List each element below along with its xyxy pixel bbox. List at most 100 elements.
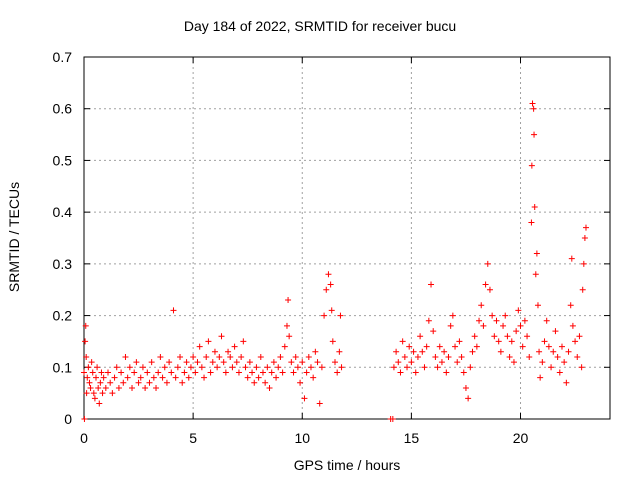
data-point [528,162,535,169]
data-point [181,369,188,376]
x-axis-label: GPS time / hours [293,457,401,473]
data-point [209,359,216,366]
data-point [207,369,214,376]
data-point [401,353,408,360]
data-point [96,400,103,407]
data-point [447,322,454,329]
data-point [568,255,575,262]
data-point [292,353,299,360]
data-point [574,353,581,360]
y-tick-label: 0.5 [53,152,73,168]
data-point [281,343,288,350]
data-point [471,333,478,340]
data-point [397,369,404,376]
data-point [421,364,428,371]
data-point [576,333,583,340]
data-point [456,338,463,345]
data-point [157,353,164,360]
data-point [262,379,269,386]
data-point [399,338,406,345]
data-point [323,286,330,293]
data-point [266,384,273,391]
data-point [502,312,509,319]
data-point [536,348,543,355]
data-point [192,369,199,376]
x-tick-label: 5 [189,430,197,446]
data-point [283,322,290,329]
data-point [107,379,114,386]
data-point [220,359,227,366]
data-point [438,359,445,366]
data-point [445,353,452,360]
y-tick-label: 0 [64,411,72,427]
data-point [97,379,104,386]
data-point [517,322,524,329]
data-point [246,359,253,366]
data-point [521,317,528,324]
data-point [410,348,417,355]
data-point [198,364,205,371]
data-point [578,364,585,371]
data-point [90,390,97,397]
data-point [537,374,544,381]
data-point [153,384,160,391]
data-point [476,317,483,324]
y-tick-label: 0.1 [53,359,73,375]
data-point [462,384,469,391]
data-point [83,390,90,397]
data-point [531,203,538,210]
data-point [129,384,136,391]
grid-lines [84,57,610,419]
data-point [478,302,485,309]
data-point [225,348,232,355]
data-point [268,369,275,376]
data-point [82,338,89,345]
data-point [531,131,538,138]
data-point [190,353,197,360]
data-point [255,374,262,381]
data-point [100,374,107,381]
data-point [159,374,166,381]
data-point [417,333,424,340]
x-tick-label: 0 [80,430,88,446]
data-point [486,286,493,293]
data-point [85,364,92,371]
data-point [432,353,439,360]
data-point [98,369,105,376]
data-point [305,353,312,360]
data-point [124,374,131,381]
data-point [465,395,472,402]
data-point [552,328,559,335]
data-point [513,328,520,335]
data-point [337,312,344,319]
data-point [563,379,570,386]
data-point [419,348,426,355]
data-point [473,343,480,350]
data-point [122,353,129,360]
data-point [582,224,589,231]
data-point [166,359,173,366]
y-axis-label: SRMTID / TECUs [6,181,22,293]
data-point [314,359,321,366]
data-point [425,317,432,324]
data-point [211,348,218,355]
data-point [454,359,461,366]
data-point [177,353,184,360]
data-point [495,338,502,345]
data-point [321,312,328,319]
data-point [216,353,223,360]
data-point [161,364,168,371]
data-point [579,286,586,293]
data-point [434,364,441,371]
y-tick-label: 0.6 [53,101,73,117]
data-point [329,338,336,345]
data-point [467,364,474,371]
x-tick-label: 10 [294,430,310,446]
data-point [528,219,535,226]
data-point [508,338,515,345]
data-point [131,369,138,376]
data-point [297,379,304,386]
x-tick-label: 20 [513,430,529,446]
data-point [118,369,125,376]
data-point [259,369,266,376]
